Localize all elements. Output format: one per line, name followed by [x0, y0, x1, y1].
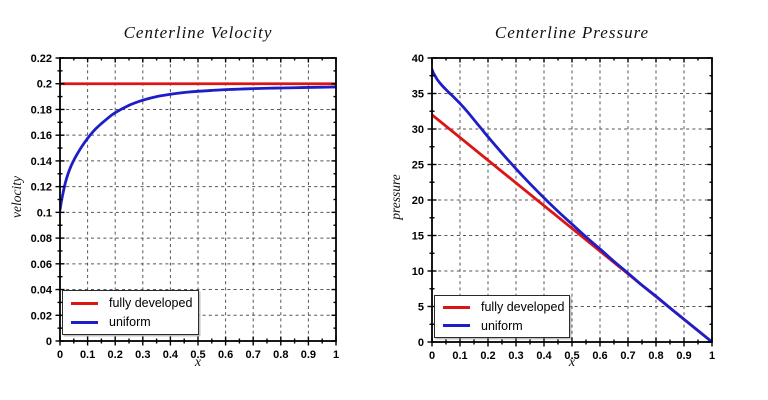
- chart-0: 0 0.1 0.2 0.3 0.4 0.5 0.6 0.7 0.8 0.9 1 0 0.02 0.04 0.…: [31, 53, 339, 361]
- x-tick-label: 1: [333, 349, 339, 361]
- y-tick-label: 0.04: [31, 285, 53, 297]
- legend-item-fully-developed: fully developed: [71, 294, 193, 312]
- x-tick-label: 0.8: [648, 350, 663, 362]
- y-tick-label: 20: [412, 195, 424, 207]
- chart-1: 0 0.1 0.2 0.3 0.4 0.5 0.6 0.7 0.8 0.9 105101520253…: [412, 53, 715, 362]
- y-tick-label: 0.02: [31, 310, 52, 322]
- x-tick-label: 0: [429, 350, 435, 362]
- legend-swatch-fully-developed: [71, 301, 98, 305]
- y-tick-label: 0.2: [37, 79, 52, 91]
- y-tick-label: 0: [418, 337, 424, 349]
- x-tick-label: 0.6: [592, 350, 607, 362]
- chart-title-velocity: Centerline Velocity: [123, 23, 273, 42]
- chart-title-pressure: Centerline Pressure: [494, 23, 650, 42]
- x-tick-label: 0.8: [273, 349, 288, 361]
- x-tick-label: 0.3: [135, 349, 150, 361]
- legend-label-uniform: uniform: [109, 315, 151, 329]
- x-tick-label: 0.3: [508, 350, 523, 362]
- y-tick-label: 10: [412, 266, 424, 278]
- y-tick-label: 40: [412, 53, 424, 65]
- y-tick-label: 5: [418, 302, 424, 314]
- x-tick-label: 0.5: [564, 350, 579, 362]
- x-tick-label: 0.9: [301, 349, 316, 361]
- x-tick-label: 0.7: [620, 350, 635, 362]
- y-tick-label: 0.12: [31, 182, 52, 194]
- x-tick-label: 0.7: [246, 349, 261, 361]
- legend-item-uniform: uniform: [71, 313, 190, 331]
- series-line-uniform: [432, 67, 712, 342]
- x-tick-label: 0.6: [218, 349, 233, 361]
- y-tick-label: 0: [46, 336, 52, 348]
- y-tick-label: 0.22: [31, 53, 52, 65]
- legend-item-uniform: uniform: [443, 317, 561, 335]
- legend-label-fully-developed: fully developed: [109, 296, 193, 310]
- x-axis-label-pressure: x: [568, 355, 576, 370]
- x-tick-label: 0.9: [676, 350, 691, 362]
- x-tick-label: 0.5: [190, 349, 205, 361]
- x-tick-label: 0.1: [452, 350, 467, 362]
- series-line-uniform: [60, 85, 336, 212]
- y-tick-label: 15: [412, 231, 424, 243]
- y-tick-label: 0.18: [31, 104, 52, 116]
- x-tick-label: 0.4: [163, 349, 179, 361]
- x-axis-label-velocity: x: [194, 355, 202, 370]
- y-tick-label: 0.1: [37, 207, 52, 219]
- x-tick-label: 0.4: [536, 350, 552, 362]
- y-tick-label: 35: [412, 89, 424, 101]
- legend-pressure: fully developed uniform: [434, 295, 570, 338]
- y-tick-label: 0.14: [31, 156, 53, 168]
- legend-velocity: fully developed uniform: [62, 290, 199, 335]
- legend-swatch-uniform: [71, 320, 98, 324]
- y-tick-label: 0.16: [31, 130, 52, 142]
- x-tick-label: 1: [709, 350, 715, 362]
- legend-item-fully-developed: fully developed: [443, 298, 565, 316]
- y-tick-label: 0.06: [31, 259, 52, 271]
- y-tick-label: 0.08: [31, 233, 52, 245]
- legend-swatch-uniform: [443, 324, 470, 328]
- x-tick-label: 0.2: [108, 349, 123, 361]
- legend-swatch-fully-developed: [443, 305, 470, 309]
- legend-label-fully-developed: fully developed: [481, 300, 565, 315]
- y-tick-label: 25: [412, 160, 424, 172]
- x-tick-label: 0: [57, 349, 63, 361]
- x-tick-label: 0.2: [480, 350, 495, 362]
- y-tick-label: 30: [412, 124, 424, 136]
- legend-label-uniform: uniform: [481, 318, 523, 333]
- x-tick-label: 0.1: [80, 349, 95, 361]
